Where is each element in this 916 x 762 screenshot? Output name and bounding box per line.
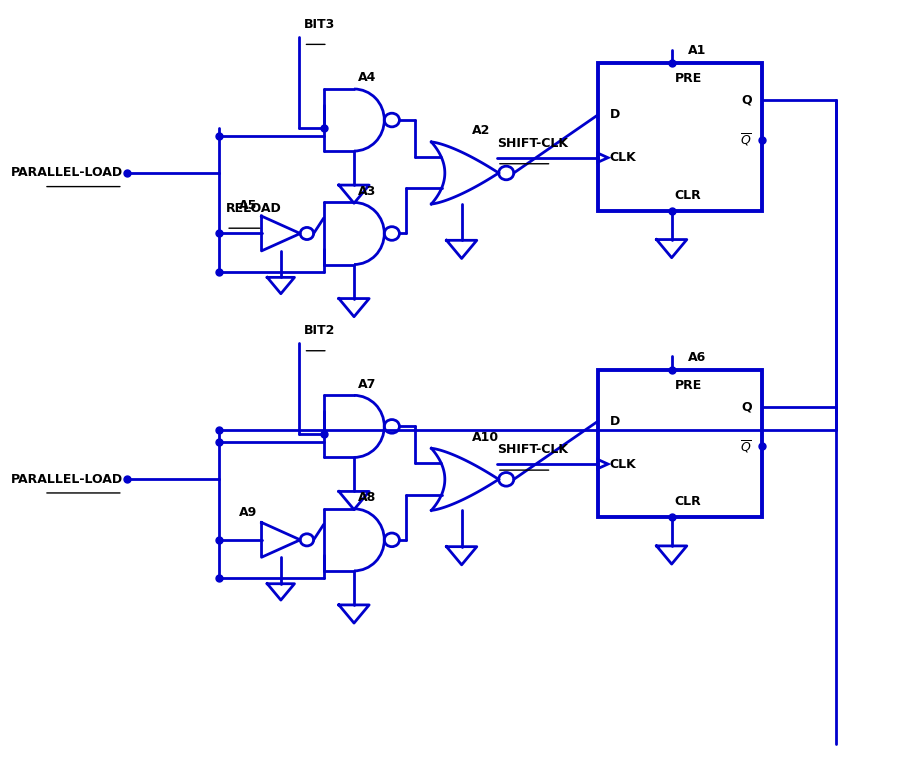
Text: A9: A9: [239, 506, 257, 519]
Text: A7: A7: [358, 378, 376, 391]
Text: Q: Q: [741, 400, 752, 413]
Text: A4: A4: [358, 72, 376, 85]
Text: CLR: CLR: [675, 189, 702, 202]
Text: A8: A8: [358, 491, 376, 504]
Text: PARALLEL-LOAD: PARALLEL-LOAD: [11, 166, 123, 180]
Text: CLR: CLR: [675, 495, 702, 508]
Text: SHIFT-CLK: SHIFT-CLK: [497, 443, 568, 456]
Text: A2: A2: [472, 124, 490, 137]
Text: $\overline{Q}$: $\overline{Q}$: [740, 132, 752, 149]
Text: D: D: [610, 108, 620, 121]
Text: PARALLEL-LOAD: PARALLEL-LOAD: [11, 473, 123, 486]
Text: PRE: PRE: [674, 379, 702, 392]
Text: A6: A6: [688, 351, 706, 363]
Text: A1: A1: [688, 44, 706, 57]
Text: CLK: CLK: [610, 151, 637, 164]
Text: CLK: CLK: [610, 457, 637, 471]
Text: $\overline{Q}$: $\overline{Q}$: [740, 438, 752, 455]
Text: PRE: PRE: [674, 72, 702, 85]
Text: D: D: [610, 415, 620, 427]
Bar: [598, 370, 762, 517]
Text: A10: A10: [472, 431, 499, 443]
Text: RELOAD: RELOAD: [226, 202, 282, 215]
Bar: [598, 63, 762, 211]
Text: A3: A3: [358, 185, 376, 198]
Text: Q: Q: [741, 94, 752, 107]
Text: A5: A5: [239, 200, 257, 213]
Text: BIT2: BIT2: [303, 324, 335, 337]
Text: SHIFT-CLK: SHIFT-CLK: [497, 137, 568, 150]
Text: BIT3: BIT3: [303, 18, 335, 30]
